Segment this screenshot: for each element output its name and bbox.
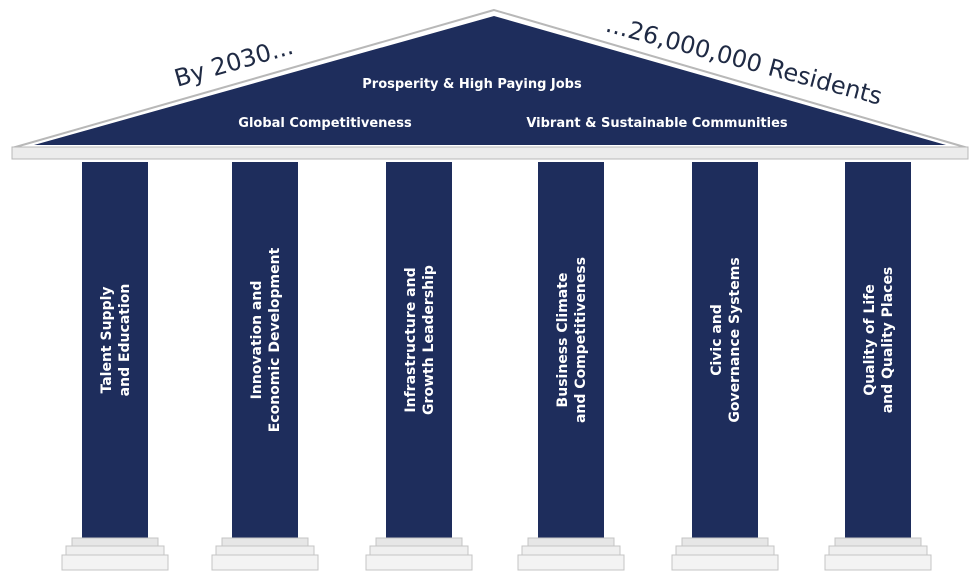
pillar-base-mid — [369, 545, 469, 556]
pillar-label-line2: Economic Development — [267, 247, 283, 432]
pillar-label-line2: Governance Systems — [727, 257, 743, 422]
pillar-base-bottom — [824, 554, 932, 571]
pillar-shaft — [386, 162, 452, 540]
pillar-shaft — [845, 162, 911, 540]
pillar-shaft — [232, 162, 298, 540]
pillar-4: Business Climate and Competitiveness — [517, 162, 625, 571]
pillar-label-line1: Infrastructure and — [403, 267, 419, 412]
pillar-label-line2: and Quality Places — [880, 267, 896, 414]
pillar-5: Civic and Governance Systems — [671, 162, 779, 571]
roof-triangle — [34, 16, 946, 145]
roof: Prosperity & High Paying Jobs Global Com… — [11, 8, 969, 160]
pillar-base-bottom — [517, 554, 625, 571]
pillar-2: Innovation and Economic Development — [211, 162, 319, 571]
pillar-base-top — [375, 537, 463, 547]
pillar-base-bottom — [211, 554, 319, 571]
roof-cornice — [11, 146, 969, 160]
pillar-label-line1: Innovation and — [249, 281, 265, 400]
pillar-base-mid — [675, 545, 775, 556]
pillar-label-line1: Quality of Life — [862, 284, 878, 396]
roof-right-line: Vibrant & Sustainable Communities — [526, 116, 788, 131]
pillar-label-line1: Business Climate — [555, 273, 571, 408]
pillar-shaft — [692, 162, 758, 540]
pillar-base-top — [834, 537, 922, 547]
pillar-base-top — [527, 537, 615, 547]
pillar-base-mid — [521, 545, 621, 556]
pillar-base-bottom — [61, 554, 169, 571]
pillar-label-line2: Growth Leadership — [421, 265, 437, 415]
pillar-shaft — [82, 162, 148, 540]
pillar-label-line1: Civic and — [709, 304, 725, 376]
pillar-6: Quality of Life and Quality Places — [824, 162, 932, 571]
pillar-base-mid — [828, 545, 928, 556]
pillar-base-mid — [65, 545, 165, 556]
pillar-base-mid — [215, 545, 315, 556]
pillar-label-line2: and Competitiveness — [573, 257, 589, 423]
pillar-base-top — [71, 537, 159, 547]
roof-left-line: Global Competitiveness — [238, 116, 412, 131]
pillar-base-top — [681, 537, 769, 547]
pillar-label-line1: Talent Supply — [99, 286, 115, 393]
pillar-base-bottom — [365, 554, 473, 571]
pillar-1: Talent Supply and Education — [61, 162, 169, 571]
pillar-3: Infrastructure and Growth Leadership — [365, 162, 473, 571]
pillar-base-top — [221, 537, 309, 547]
pillar-base-bottom — [671, 554, 779, 571]
pillar-shaft — [538, 162, 604, 540]
roof-top-line: Prosperity & High Paying Jobs — [362, 77, 582, 92]
pillar-label-line2: and Education — [117, 284, 133, 397]
